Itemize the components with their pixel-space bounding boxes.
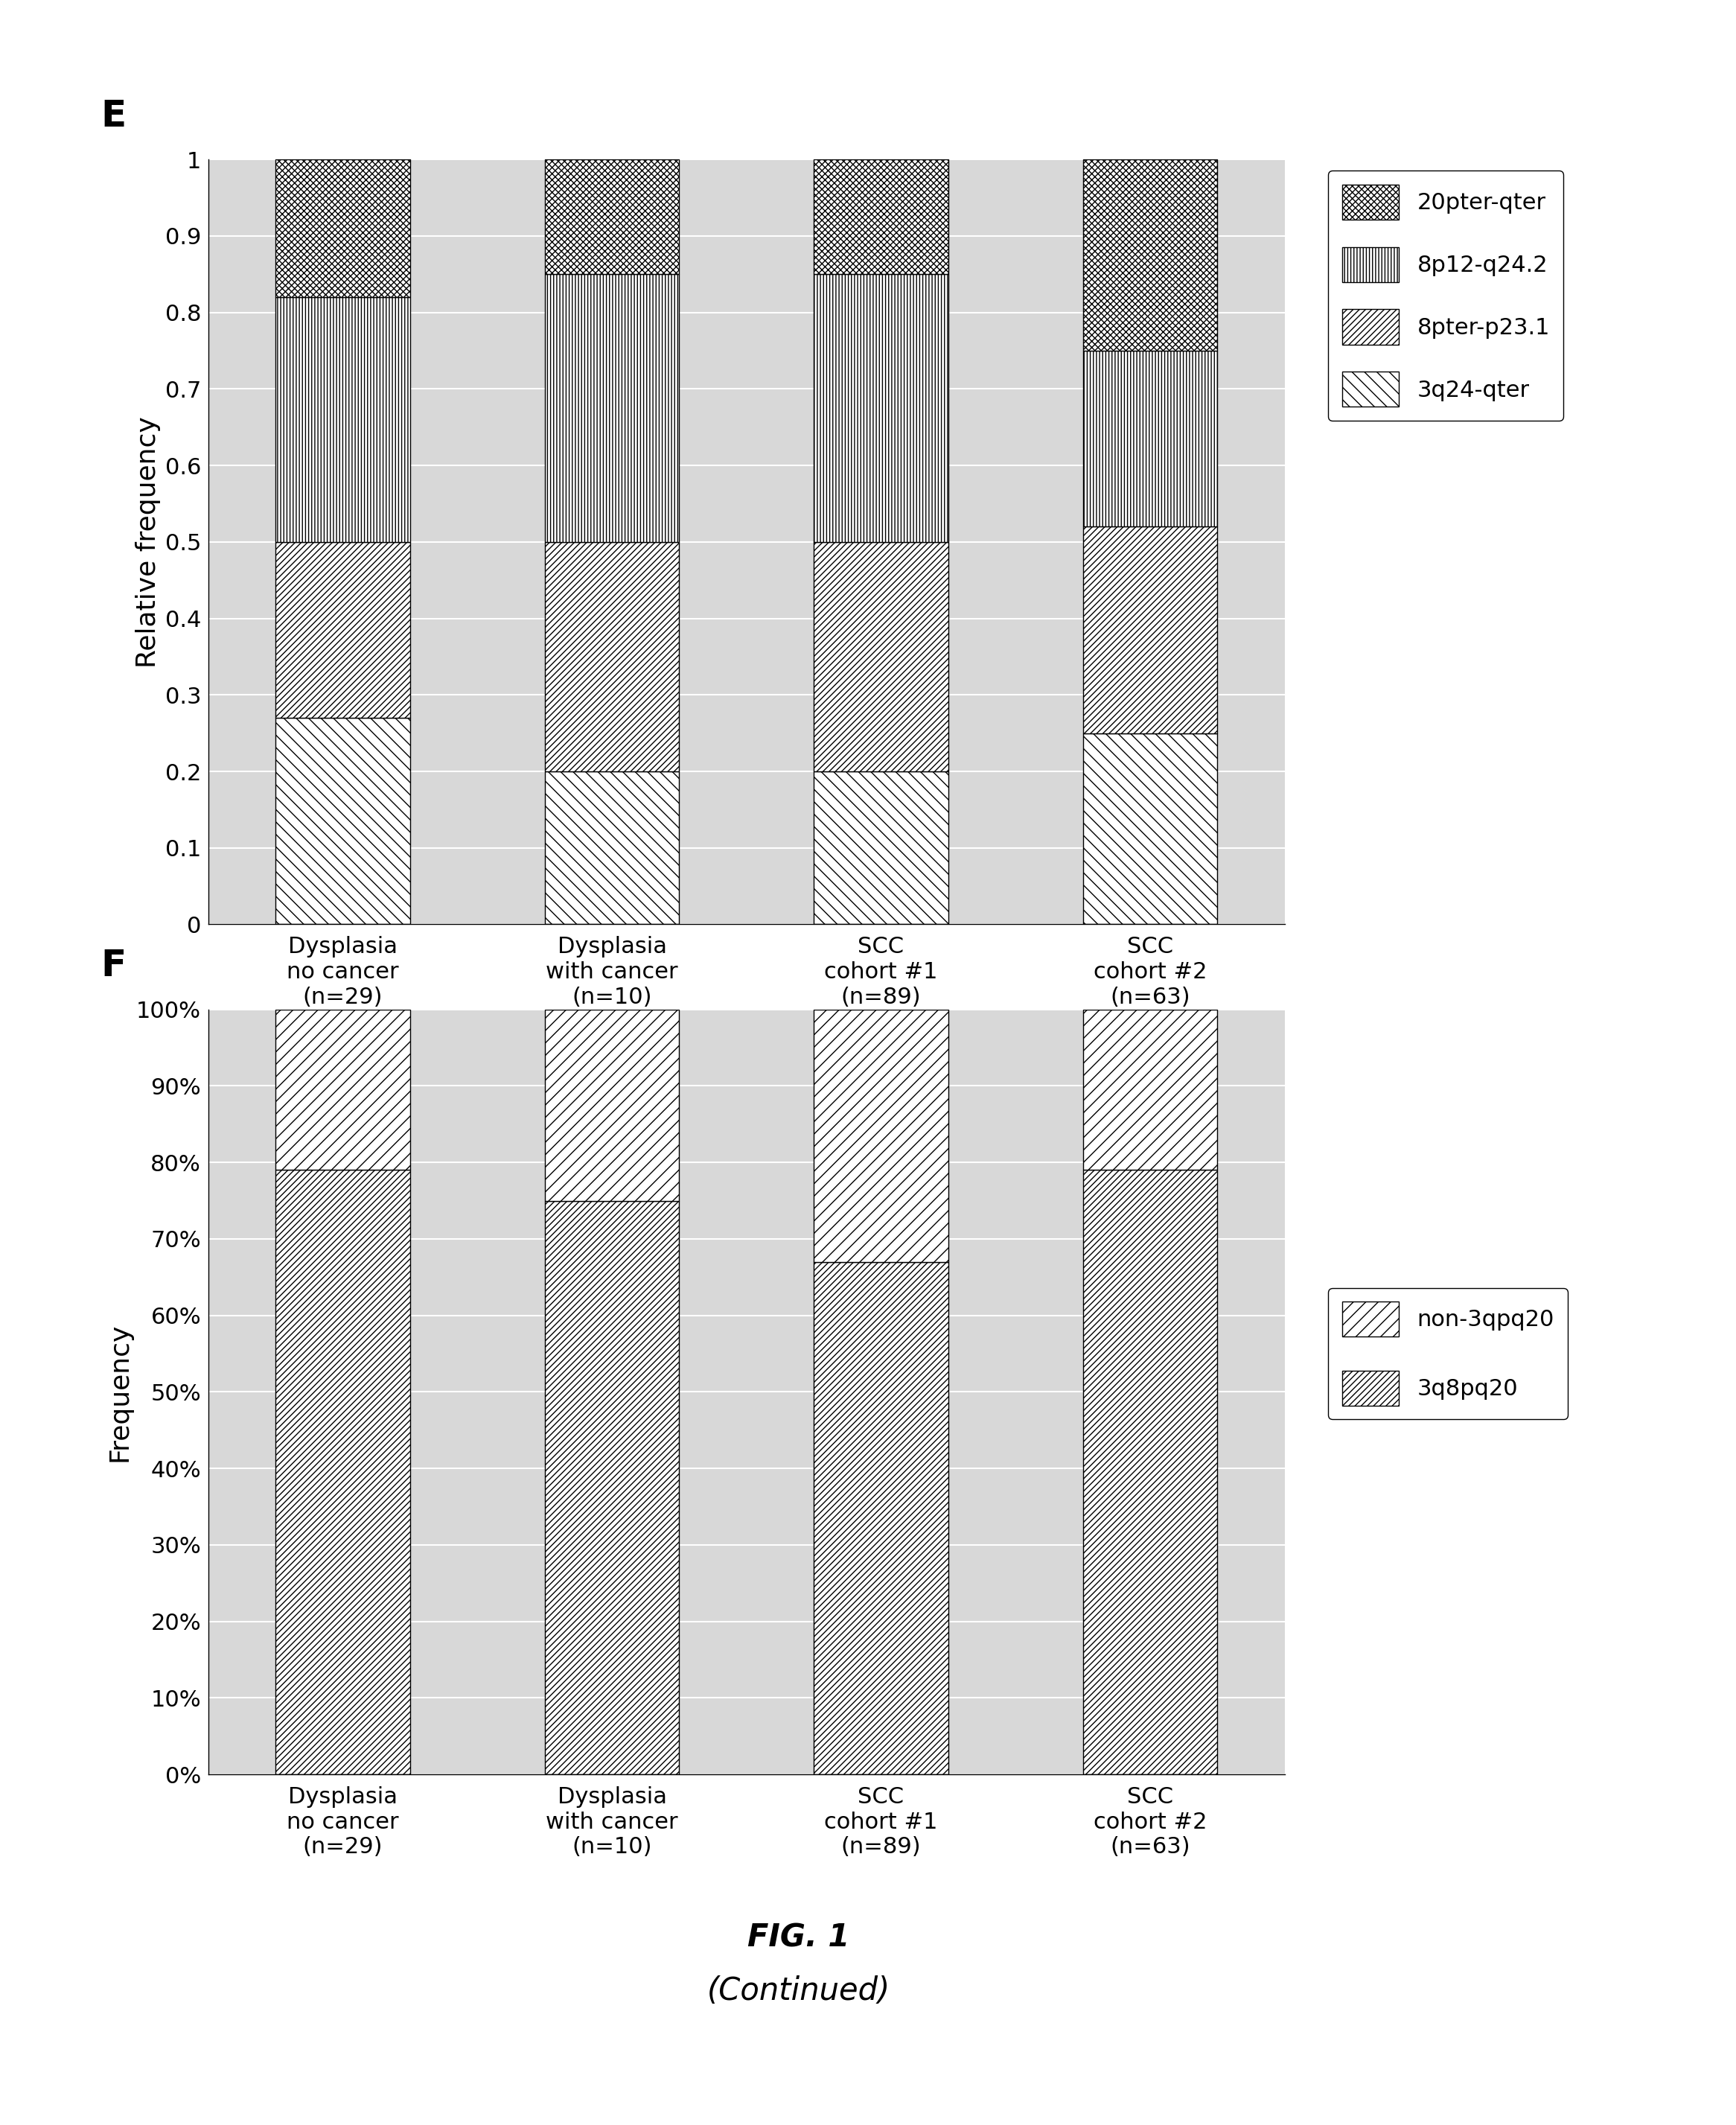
Bar bbox=[276, 1009, 410, 1171]
Bar bbox=[1083, 1171, 1217, 1774]
Bar bbox=[814, 274, 948, 542]
Bar bbox=[545, 159, 679, 274]
Bar bbox=[545, 274, 679, 542]
Bar bbox=[276, 159, 410, 298]
Text: E: E bbox=[101, 98, 127, 134]
Bar bbox=[1083, 527, 1217, 733]
Bar bbox=[814, 542, 948, 771]
Bar bbox=[276, 1171, 410, 1774]
Bar bbox=[1083, 159, 1217, 351]
Bar bbox=[545, 542, 679, 771]
Bar bbox=[276, 718, 410, 924]
Bar bbox=[814, 1009, 948, 1262]
Bar bbox=[1083, 733, 1217, 924]
Bar bbox=[814, 1262, 948, 1774]
Legend: non-3qpq20, 3q8pq20: non-3qpq20, 3q8pq20 bbox=[1328, 1288, 1568, 1420]
Y-axis label: Frequency: Frequency bbox=[108, 1322, 132, 1462]
Text: (Continued): (Continued) bbox=[707, 1976, 891, 2006]
Legend: 20pter-qter, 8p12-q24.2, 8pter-p23.1, 3q24-qter: 20pter-qter, 8p12-q24.2, 8pter-p23.1, 3q… bbox=[1328, 170, 1564, 421]
Y-axis label: Relative frequency: Relative frequency bbox=[135, 416, 161, 667]
Bar bbox=[276, 542, 410, 718]
Text: F: F bbox=[101, 948, 127, 984]
Text: FIG. 1: FIG. 1 bbox=[748, 1923, 849, 1953]
Bar bbox=[1083, 1009, 1217, 1171]
Bar bbox=[814, 771, 948, 924]
Bar bbox=[545, 771, 679, 924]
Bar bbox=[814, 159, 948, 274]
Bar bbox=[276, 298, 410, 542]
Bar bbox=[545, 1201, 679, 1774]
Bar bbox=[545, 1009, 679, 1201]
Bar bbox=[1083, 351, 1217, 527]
